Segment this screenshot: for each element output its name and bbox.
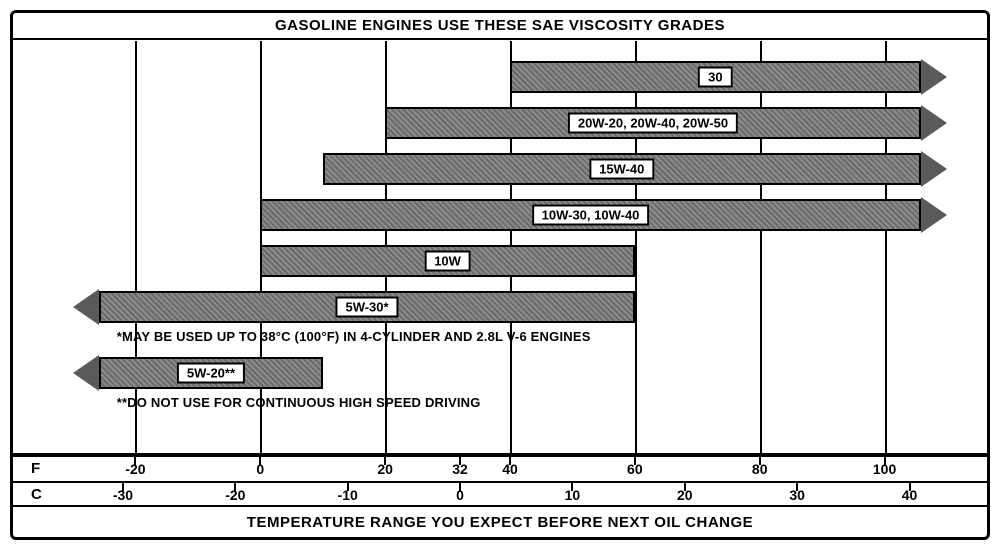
bar-row: 15W-40 <box>73 153 947 185</box>
axis-tick-label: -10 <box>338 487 358 503</box>
axis-tick-label: 60 <box>627 461 643 477</box>
axis-tick-label: -20 <box>125 461 145 477</box>
plot-region: 30 20W-20, 20W-40, 20W-50 15W-40 10W-30, 10… <box>73 41 947 453</box>
bar-label: 20W-20, 20W-40, 20W-50 <box>568 113 738 134</box>
axis-tick-label: 10 <box>565 487 581 503</box>
chart-area: 30 20W-20, 20W-40, 20W-50 15W-40 10W-30, 10… <box>13 41 987 455</box>
bar-row: 30 <box>73 61 947 93</box>
axis-letter-c: C <box>31 486 42 503</box>
bar-label: 10W-30, 10W-40 <box>532 205 650 226</box>
bar-row: 20W-20, 20W-40, 20W-50 <box>73 107 947 139</box>
axis-letter-f: F <box>31 460 40 477</box>
axis-tick-label: 40 <box>902 487 918 503</box>
footnote: **DO NOT USE FOR CONTINUOUS HIGH SPEED D… <box>117 395 481 410</box>
axis-row-c: C -30 -20 -10 0 10 20 30 40 <box>13 481 987 507</box>
axis-tick-label: 0 <box>456 487 464 503</box>
arrow-left-icon <box>73 355 99 391</box>
arrow-left-icon <box>73 289 99 325</box>
axis-row-f: F -20 0 20 32 40 60 80 100 <box>13 455 987 481</box>
arrow-right-icon <box>921 105 947 141</box>
axis-tick-label: -30 <box>113 487 133 503</box>
axis-tick-label: 30 <box>789 487 805 503</box>
bar-label: 15W-40 <box>589 159 654 180</box>
axis-tick-label: 20 <box>677 487 693 503</box>
axis-tick-label: 0 <box>256 461 264 477</box>
bar-row: 5W-20** <box>73 357 947 389</box>
bar-label: 5W-30* <box>335 297 398 318</box>
chart-frame: GASOLINE ENGINES USE THESE SAE VISCOSITY… <box>10 10 990 540</box>
arrow-right-icon <box>921 197 947 233</box>
bar-label: 5W-20** <box>177 363 245 384</box>
chart-footer: TEMPERATURE RANGE YOU EXPECT BEFORE NEXT… <box>13 509 987 537</box>
bar-label: 30 <box>698 67 732 88</box>
bar-label: 10W <box>424 251 471 272</box>
axis-tick-label: 20 <box>377 461 393 477</box>
bar-row: 10W-30, 10W-40 <box>73 199 947 231</box>
footnote: *MAY BE USED UP TO 38°C (100°F) IN 4-CYL… <box>117 329 591 344</box>
axis-c-plot: -30 -20 -10 0 10 20 30 40 <box>73 483 947 505</box>
axis-tick-label: 32 <box>452 461 468 477</box>
chart-title: GASOLINE ENGINES USE THESE SAE VISCOSITY… <box>13 13 987 40</box>
axis-tick-label: 100 <box>873 461 896 477</box>
arrow-right-icon <box>921 59 947 95</box>
axis-tick-label: 80 <box>752 461 768 477</box>
axis-zone: F -20 0 20 32 40 60 80 100 C -30 -20 -10 0 10 20 30 40 <box>13 455 987 509</box>
bar-row: 10W <box>73 245 947 277</box>
bar-row: 5W-30* <box>73 291 947 323</box>
axis-tick-label: 40 <box>502 461 518 477</box>
axis-f-plot: -20 0 20 32 40 60 80 100 <box>73 457 947 481</box>
axis-tick-label: -20 <box>225 487 245 503</box>
arrow-right-icon <box>921 151 947 187</box>
